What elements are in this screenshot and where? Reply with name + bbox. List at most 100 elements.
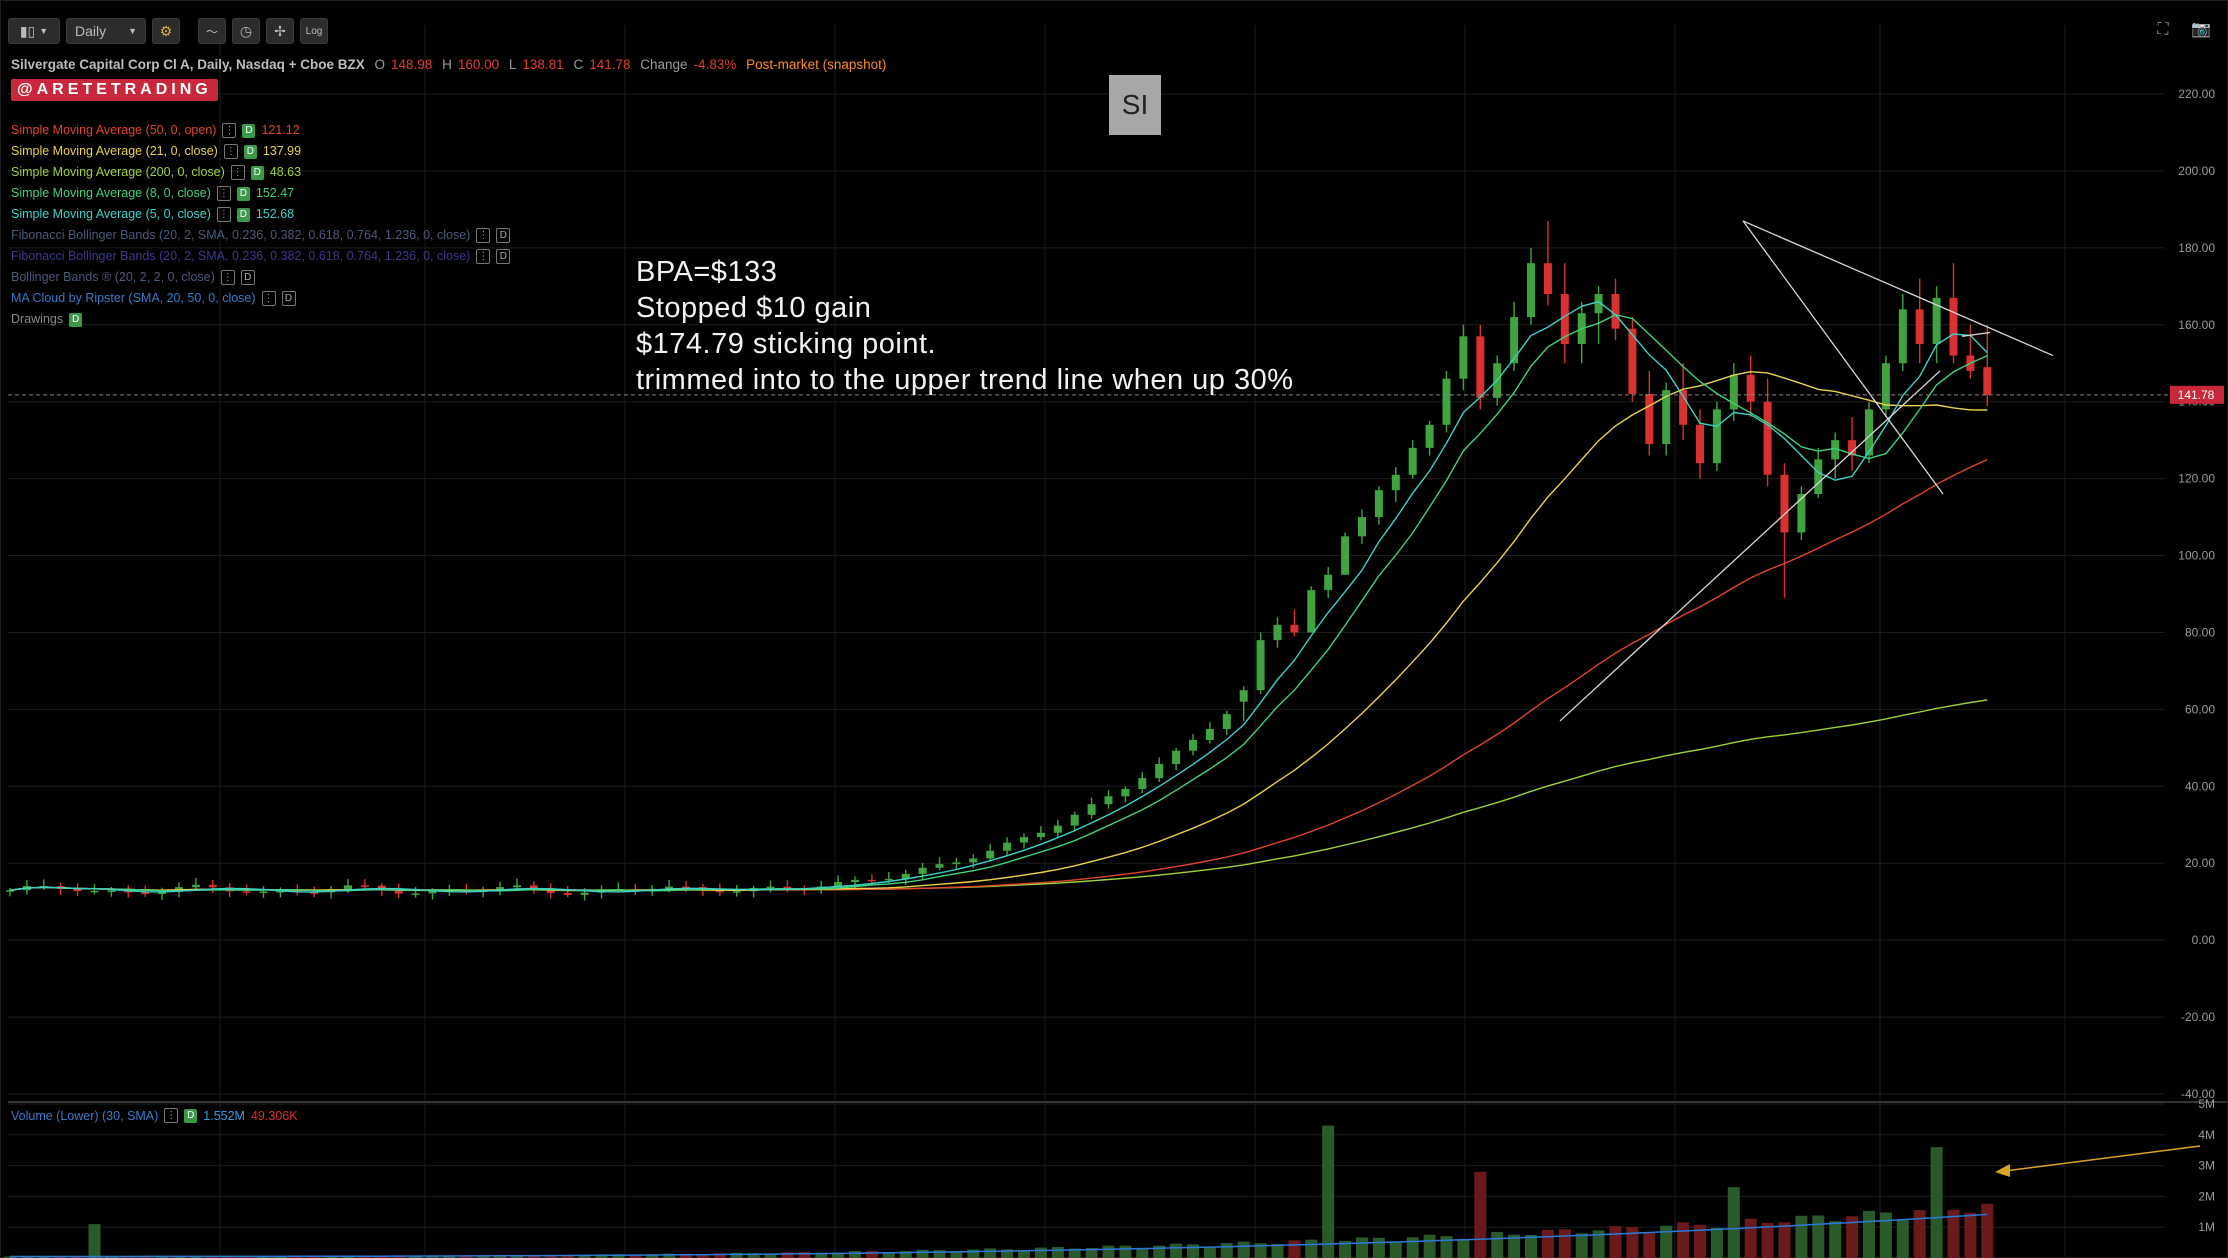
study-display-toggle[interactable]: D xyxy=(242,123,256,138)
drawing-button[interactable]: ✢ xyxy=(266,18,294,44)
volume-sma-line xyxy=(10,1213,1988,1258)
study-row[interactable]: MA Cloud by Ripster (SMA, 20, 50, 0, clo… xyxy=(11,288,510,309)
candle-body xyxy=(1611,294,1620,329)
volume-bar xyxy=(1575,1233,1588,1258)
study-info-icon[interactable]: ⋮ xyxy=(220,270,235,285)
volume-bar xyxy=(173,1256,185,1258)
study-row[interactable]: Fibonacci Bollinger Bands (20, 2, SMA, 0… xyxy=(11,225,511,246)
study-display-toggle[interactable]: D xyxy=(243,144,257,159)
interval-select[interactable]: Daily ▼ xyxy=(66,18,146,44)
study-display-toggle[interactable]: D xyxy=(184,1108,198,1123)
study-row[interactable]: Drawings D xyxy=(11,309,510,330)
candle-body xyxy=(1036,832,1045,838)
study-display-toggle[interactable]: D xyxy=(496,228,511,243)
candle-body xyxy=(1527,263,1535,318)
study-info-icon[interactable]: ⋮ xyxy=(476,228,491,243)
volume-bar xyxy=(1964,1212,1977,1258)
study-info-icon[interactable]: ⋮ xyxy=(164,1108,179,1123)
study-row[interactable]: Simple Moving Average (5, 0, close) ⋮ D 152… xyxy=(11,204,510,225)
volume-bar xyxy=(1068,1248,1081,1258)
studies-legend: Simple Moving Average (50, 0, open) ⋮ D 121… xyxy=(11,120,511,330)
volume-bar xyxy=(1744,1218,1757,1258)
candle-body xyxy=(834,882,843,887)
price-tick-label: 160.00 xyxy=(2178,318,2215,332)
change-value: -4.83% xyxy=(693,57,737,72)
sma-21-line xyxy=(9,370,1988,892)
volume-bar xyxy=(747,1253,760,1258)
volume-bar xyxy=(1001,1249,1014,1258)
study-info-icon[interactable]: ⋮ xyxy=(261,291,276,306)
candle-body xyxy=(766,886,775,889)
study-label: Fibonacci Bollinger Bands (20, 2, SMA, 0… xyxy=(11,228,471,242)
candle-body xyxy=(1442,378,1451,425)
candle-body xyxy=(529,885,538,889)
study-display-toggle[interactable]: D xyxy=(236,186,250,201)
candle-body xyxy=(1712,409,1721,464)
volume-bar xyxy=(595,1254,608,1258)
volume-tick-label: 1M xyxy=(2198,1220,2215,1234)
price-tick-label: 120.00 xyxy=(2178,472,2215,486)
candle-body xyxy=(1341,536,1350,575)
study-row[interactable]: Bollinger Bands ® (20, 2, 2, 0, close) ⋮ D xyxy=(11,267,510,288)
volume-bar xyxy=(899,1251,912,1258)
study-display-toggle[interactable]: D xyxy=(69,312,83,327)
study-row[interactable]: Simple Moving Average (8, 0, close) ⋮ D 152… xyxy=(11,183,510,204)
study-display-toggle[interactable]: D xyxy=(240,270,255,285)
study-info-icon[interactable]: ⋮ xyxy=(223,144,238,159)
chevron-down-icon: ▼ xyxy=(39,26,49,36)
volume-bar xyxy=(1896,1219,1909,1258)
volume-bar xyxy=(646,1254,659,1258)
high-label: H xyxy=(442,57,452,72)
top-right-controls: ⛶ 📷 xyxy=(2152,20,2212,40)
study-row[interactable]: Fibonacci Bollinger Bands (20, 2, SMA, 0… xyxy=(11,246,511,267)
candle-body xyxy=(1932,297,1941,344)
volume-bar xyxy=(544,1254,557,1258)
study-row[interactable]: Simple Moving Average (21, 0, close) ⋮ D 13… xyxy=(11,141,510,162)
chart-style-button[interactable]: ▮▯ ▼ xyxy=(8,18,60,44)
study-display-toggle[interactable]: D xyxy=(250,165,264,180)
study-display-toggle[interactable]: D xyxy=(496,249,511,264)
chart-notes: BPA=$133 Stopped $10 gain $174.79 sticki… xyxy=(636,254,1294,398)
settings-button[interactable]: ⚙ xyxy=(152,18,180,44)
study-display-toggle[interactable]: D xyxy=(236,207,250,222)
study-row[interactable]: Simple Moving Average (50, 0, open) ⋮ D 121… xyxy=(11,120,510,141)
candle-body xyxy=(1645,394,1654,444)
studies-button[interactable]: 〜 xyxy=(198,18,226,44)
study-info-icon[interactable]: ⋮ xyxy=(216,186,231,201)
camera-icon[interactable]: 📷 xyxy=(2191,21,2211,38)
volume-bar xyxy=(392,1255,405,1258)
volume-bar xyxy=(832,1252,845,1258)
volume-bar xyxy=(1812,1215,1825,1258)
volume-bar xyxy=(460,1255,473,1258)
price-tick-label: 180.00 xyxy=(2178,241,2215,255)
candle-body xyxy=(6,890,14,892)
volume-bar xyxy=(713,1253,726,1258)
volume-tick-label: 4M xyxy=(2198,1128,2215,1142)
fullscreen-icon[interactable]: ⛶ xyxy=(2157,21,2169,38)
volume-bar xyxy=(206,1256,219,1258)
candle-body xyxy=(141,892,150,895)
study-row[interactable]: Simple Moving Average (200, 0, close) ⋮ D 4… xyxy=(11,162,510,183)
study-display-toggle[interactable]: D xyxy=(281,291,296,306)
volume-bar xyxy=(730,1252,743,1258)
study-info-icon[interactable]: ⋮ xyxy=(216,207,231,222)
volume-bar xyxy=(764,1253,777,1258)
candle-body xyxy=(496,887,505,891)
last-price-tag-bg xyxy=(2170,385,2224,404)
volume-bar xyxy=(511,1255,523,1258)
candle-body xyxy=(918,867,927,874)
volume-bar xyxy=(1947,1209,1960,1258)
volume-bar xyxy=(1136,1247,1149,1258)
time-button[interactable]: ◷ xyxy=(232,18,260,44)
volume-bar xyxy=(798,1251,811,1258)
volume-bar xyxy=(1626,1226,1639,1258)
volume-bar xyxy=(139,1256,152,1258)
candle-body xyxy=(715,889,724,893)
study-info-icon[interactable]: ⋮ xyxy=(476,249,491,264)
study-info-icon[interactable]: ⋮ xyxy=(222,123,237,138)
log-scale-button[interactable]: Log xyxy=(300,18,328,44)
volume-bar xyxy=(933,1250,946,1258)
study-info-icon[interactable]: ⋮ xyxy=(230,165,245,180)
price-tick-label: 200.00 xyxy=(2178,164,2215,178)
